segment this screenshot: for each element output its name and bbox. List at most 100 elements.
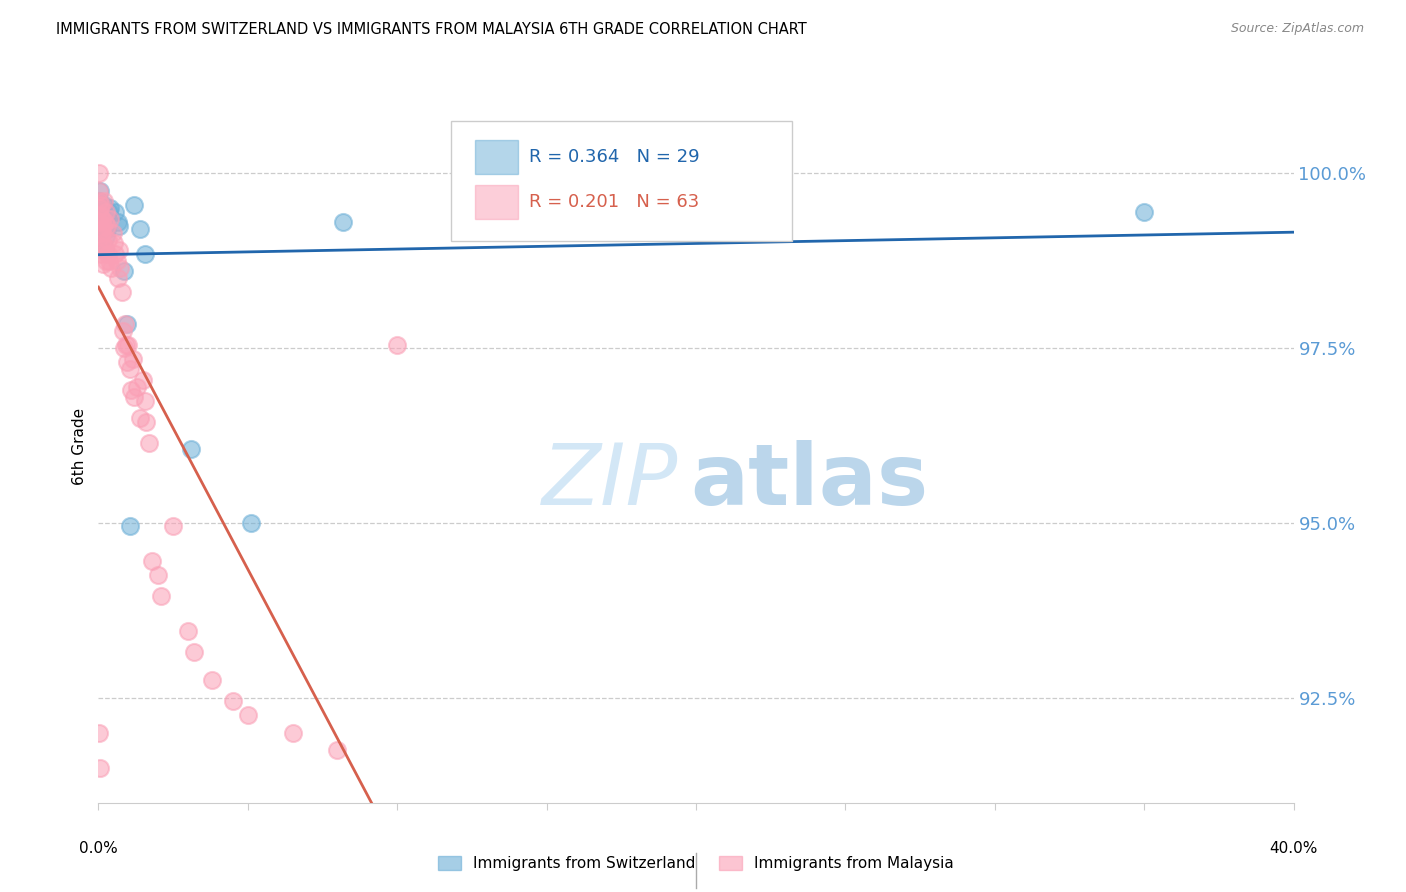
Point [129,222,152,236]
Point [91,236,114,251]
Point [91,226,114,240]
Point [91,219,114,233]
Point [93,211,115,226]
Point [87,184,110,198]
Point [96,253,118,268]
Point [138,435,160,450]
Point [150,590,173,604]
Point [90,211,112,226]
Point [104,246,127,260]
Point [112,264,135,278]
Point [93,215,115,229]
Point [105,253,128,268]
Point [89,184,111,198]
Text: atlas: atlas [690,440,928,524]
Point [385,337,409,351]
Point [110,260,132,275]
Point [97,233,120,247]
Point [107,215,129,229]
Point [132,372,155,386]
Point [96,219,118,233]
Point [332,215,354,229]
Point [111,285,134,299]
Point [90,197,112,211]
FancyBboxPatch shape [475,140,517,174]
Point [124,390,146,404]
Point [117,337,139,351]
Point [91,215,114,229]
Point [118,519,141,533]
Point [98,211,121,226]
Point [162,519,184,533]
Point [115,317,138,331]
Point [89,222,111,236]
Point [141,554,163,568]
Point [91,219,114,233]
Point [108,219,131,233]
Point [93,197,115,211]
Point [127,379,149,393]
Point [114,317,136,331]
Point [111,324,134,338]
Point [101,226,124,240]
Point [121,351,143,366]
Legend: Immigrants from Switzerland, Immigrants from Malaysia: Immigrants from Switzerland, Immigrants … [432,850,960,877]
Point [94,229,117,244]
Point [89,761,111,775]
Point [87,726,110,740]
Point [134,393,156,408]
Point [91,257,114,271]
Point [97,204,120,219]
Point [120,383,142,397]
Point [239,516,262,530]
Point [180,442,202,457]
Point [97,253,120,268]
Point [89,208,111,222]
Point [104,204,127,219]
Text: R = 0.201   N = 63: R = 0.201 N = 63 [529,193,699,211]
Point [281,726,304,740]
Point [94,204,117,219]
Text: IMMIGRANTS FROM SWITZERLAND VS IMMIGRANTS FROM MALAYSIA 6TH GRADE CORRELATION CH: IMMIGRANTS FROM SWITZERLAND VS IMMIGRANT… [56,22,807,37]
Point [222,694,245,708]
Text: Source: ZipAtlas.com: Source: ZipAtlas.com [1230,22,1364,36]
Point [135,415,157,429]
Point [90,246,112,260]
Point [89,201,111,215]
Point [107,271,129,285]
Text: 40.0%: 40.0% [1270,841,1317,856]
Point [124,197,146,211]
Point [108,243,131,257]
Point [94,243,117,257]
Y-axis label: 6th Grade: 6th Grade [72,408,87,484]
Point [1133,204,1156,219]
Point [745,215,768,229]
Point [177,624,200,639]
Point [326,743,349,757]
Point [97,246,120,260]
Point [134,246,156,260]
Point [201,673,224,688]
Point [93,239,115,253]
Point [90,208,112,222]
Point [112,341,135,355]
Point [100,260,122,275]
Point [118,362,141,376]
Point [90,229,112,244]
Point [98,201,122,215]
Point [536,197,558,211]
Point [148,568,170,582]
Point [103,236,125,251]
Text: ZIP: ZIP [541,440,678,524]
Point [117,355,139,369]
Point [87,194,110,208]
FancyBboxPatch shape [451,121,792,241]
Point [96,222,118,236]
Point [183,645,205,659]
Point [87,194,110,208]
Point [87,204,110,219]
FancyBboxPatch shape [475,185,517,219]
Point [87,215,110,229]
Point [115,337,138,351]
Text: 0.0%: 0.0% [79,841,118,856]
